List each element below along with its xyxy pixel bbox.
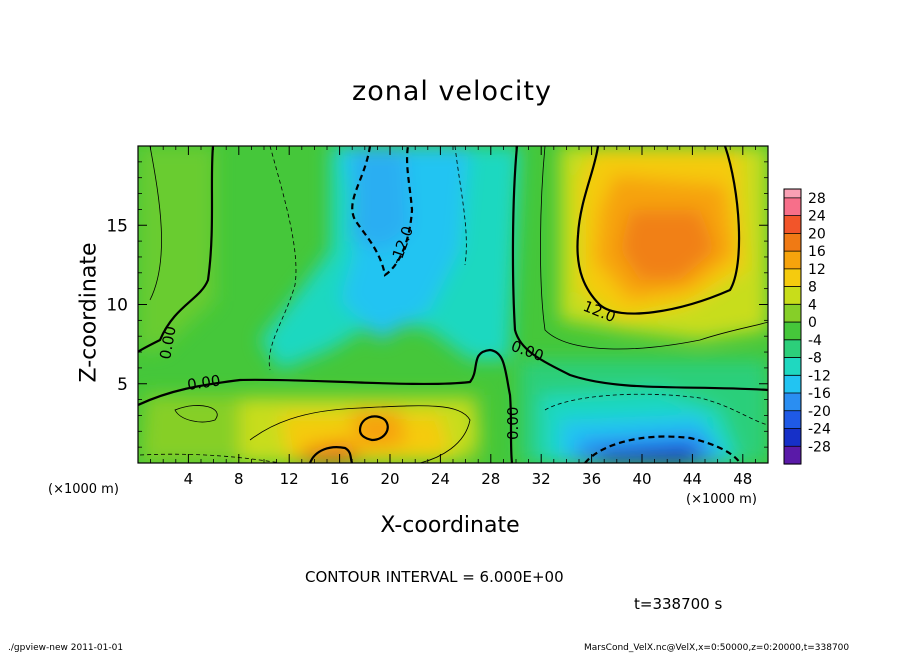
x-tick-label: 28 [481, 470, 500, 488]
footer-left: ./gpview-new 2011-01-01 [8, 643, 124, 653]
contour-label: 0.00 [186, 371, 222, 393]
colorbar-swatch [784, 339, 801, 359]
x-tick-label: 8 [234, 470, 244, 488]
colorbar-swatch [784, 357, 801, 376]
colorbar-cap [784, 189, 801, 199]
colorbar-label: -16 [808, 386, 831, 402]
x-tick-label: 24 [431, 470, 450, 488]
colorbar-swatch [784, 428, 801, 447]
colorbar-swatch [784, 286, 801, 305]
contour-label: 0.00 [504, 407, 522, 440]
colorbar-swatch [784, 410, 801, 430]
contour-lines [138, 146, 768, 463]
colorbar-label: 4 [808, 297, 817, 313]
x-tick-label: 48 [733, 470, 752, 488]
colorbar-swatch [784, 197, 801, 217]
x-unit-left: (×1000 m) [48, 482, 119, 497]
colorbar-swatch [784, 233, 801, 252]
colorbar-swatch [784, 215, 801, 234]
contour-interval: CONTOUR INTERVAL = 6.000E+00 [305, 568, 564, 586]
colorbar-swatch [784, 268, 801, 288]
velocity-field [138, 146, 768, 463]
colorbar-label: -28 [808, 439, 831, 455]
colorbar-frame [783, 188, 802, 465]
y-tick-label: 5 [117, 375, 128, 395]
colorbar-label: 8 [808, 280, 817, 296]
colorbar-swatch [784, 251, 801, 270]
colorbar-label: 20 [808, 226, 826, 242]
colorbar-label: -20 [808, 404, 831, 420]
y-tick-label: 15 [106, 216, 128, 236]
colorbar-label: 24 [808, 209, 826, 225]
colorbar-label: -8 [808, 351, 822, 367]
colorbar-label: 16 [808, 244, 826, 260]
x-tick-label: 32 [532, 470, 551, 488]
colorbar-label: -24 [808, 422, 831, 438]
time-label: t=338700 s [634, 595, 723, 613]
x-tick-label: 12 [280, 470, 299, 488]
colorbar-label: 12 [808, 262, 826, 278]
colorbar-label: -4 [808, 333, 822, 349]
x-tick-label: 40 [632, 470, 651, 488]
x-axis-label: X-coordinate [380, 513, 520, 538]
colorbar-swatch [784, 375, 801, 394]
x-tick-label: 44 [683, 470, 702, 488]
y-axis-label: Z-coordinate [76, 242, 102, 383]
colorbar-swatch [784, 393, 801, 412]
colorbar-swatch [784, 322, 801, 341]
x-tick-label: 4 [184, 470, 194, 488]
x-unit-right: (×1000 m) [686, 492, 757, 507]
colorbar-swatch [784, 446, 801, 465]
colorbar-label: -12 [808, 368, 831, 384]
chart-title: zonal velocity [352, 76, 552, 107]
colorbar-label: 0 [808, 315, 817, 331]
contour-label: 0.00 [156, 325, 180, 361]
y-tick-label: 10 [106, 296, 128, 316]
x-tick-label: 16 [330, 470, 349, 488]
colorbar-label: 28 [808, 191, 826, 207]
x-tick-label: 20 [380, 470, 399, 488]
x-tick-label: 36 [582, 470, 601, 488]
footer-right: MarsCond_VelX.nc@VelX,x=0:50000,z=0:2000… [584, 643, 850, 653]
colorbar-swatch [784, 304, 801, 323]
